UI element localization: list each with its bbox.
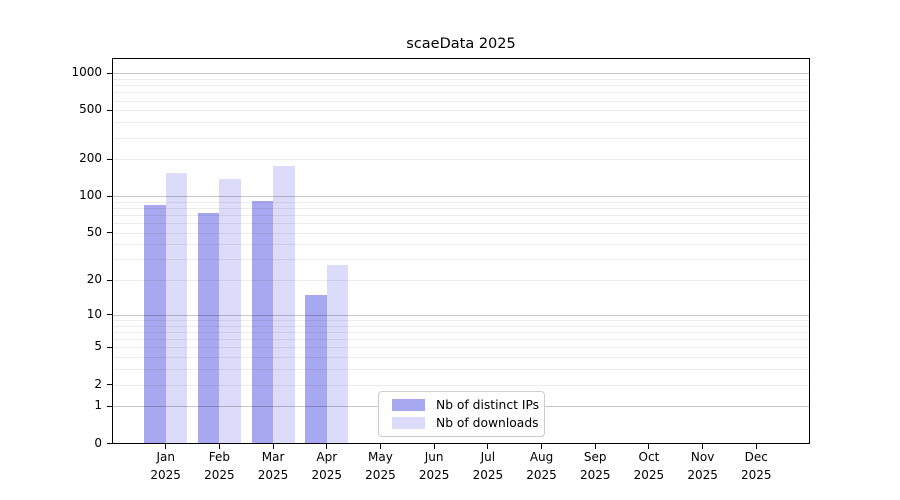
y-gridline-minor	[113, 159, 809, 161]
y-tick-mark	[107, 109, 112, 111]
x-tick-mark	[702, 444, 704, 449]
x-tick-label-aug: Aug 2025	[526, 450, 557, 482]
bar-mar-downloads	[273, 166, 295, 444]
x-tick-mark	[326, 444, 328, 449]
y-tick-label: 100	[79, 188, 102, 203]
legend-label-distinct-ips: Nb of distinct IPs	[436, 398, 540, 412]
x-tick-label-jul: Jul 2025	[472, 450, 504, 482]
x-tick-mark	[165, 444, 167, 449]
y-tick-mark	[107, 314, 112, 316]
x-tick-label-mar: Mar 2025	[257, 450, 289, 482]
y-tick-label: 5	[94, 339, 102, 354]
y-tick-label: 50	[86, 224, 102, 239]
x-tick-mark	[648, 444, 650, 449]
y-gridline-minor	[113, 207, 809, 209]
y-gridline-major	[113, 196, 809, 198]
x-tick-label-jun: Jun 2025	[418, 450, 450, 482]
y-tick-mark	[107, 384, 112, 386]
legend-label-downloads: Nb of downloads	[436, 416, 539, 430]
y-tick-mark	[107, 195, 112, 197]
y-tick-mark	[107, 405, 112, 407]
y-tick-mark	[107, 232, 112, 234]
y-tick-label: 500	[79, 102, 102, 117]
y-tick-label: 1	[94, 398, 102, 413]
bar-apr-downloads	[326, 264, 349, 444]
x-tick-label-oct: Oct 2025	[633, 450, 665, 482]
x-tick-mark	[272, 444, 274, 449]
x-tick-mark	[218, 444, 220, 449]
y-tick-mark	[107, 443, 112, 444]
downloads-swatch-icon	[392, 417, 425, 429]
y-gridline-minor	[113, 78, 809, 80]
x-tick-mark	[487, 444, 489, 449]
y-tick-mark	[107, 346, 112, 348]
y-tick-label: 2	[94, 376, 102, 391]
x-tick-label-feb: Feb 2025	[204, 450, 235, 482]
y-tick-label: 1000	[71, 65, 102, 80]
y-tick-mark	[107, 279, 112, 281]
chart-title: scaeData 2025	[406, 36, 516, 52]
x-tick-label-sep: Sep 2025	[579, 450, 611, 482]
x-tick-label-jan: Jan 2025	[150, 450, 181, 482]
x-tick-label-apr: Apr 2025	[311, 450, 343, 482]
distinct-ips-swatch-icon	[392, 399, 425, 411]
y-gridline-minor	[113, 122, 809, 124]
x-tick-mark	[379, 444, 381, 449]
legend-item-downloads: Nb of downloads	[379, 415, 544, 431]
y-tick-label: 10	[86, 306, 102, 321]
y-tick-mark	[107, 72, 112, 74]
x-tick-mark	[433, 444, 435, 449]
y-gridline-minor	[113, 100, 809, 102]
x-tick-label-may: May 2025	[365, 450, 396, 482]
y-tick-label: 20	[86, 272, 102, 287]
legend: Nb of distinct IPs Nb of downloads	[378, 391, 545, 437]
bar-jan-downloads	[165, 172, 188, 444]
bar-feb-distinct-ips	[197, 212, 220, 444]
y-tick-mark	[107, 158, 112, 160]
bar-feb-downloads	[219, 179, 241, 444]
x-tick-label-dec: Dec 2025	[741, 450, 772, 482]
x-tick-mark	[541, 444, 543, 449]
y-gridline-minor	[113, 137, 809, 139]
bar-jan-distinct-ips	[144, 204, 166, 444]
x-tick-mark	[755, 444, 757, 449]
bar-apr-distinct-ips	[305, 294, 327, 444]
y-gridline-minor	[113, 85, 809, 87]
y-gridline-minor	[113, 201, 809, 203]
y-gridline-minor	[113, 92, 809, 94]
legend-item-distinct-ips: Nb of distinct IPs	[379, 397, 544, 413]
x-tick-mark	[594, 444, 596, 449]
y-tick-label: 0	[94, 435, 102, 450]
y-tick-label: 200	[79, 151, 102, 166]
y-gridline-major	[113, 73, 809, 75]
bar-mar-distinct-ips	[251, 201, 274, 444]
y-gridline-minor	[113, 110, 809, 112]
x-tick-label-nov: Nov 2025	[687, 450, 718, 482]
